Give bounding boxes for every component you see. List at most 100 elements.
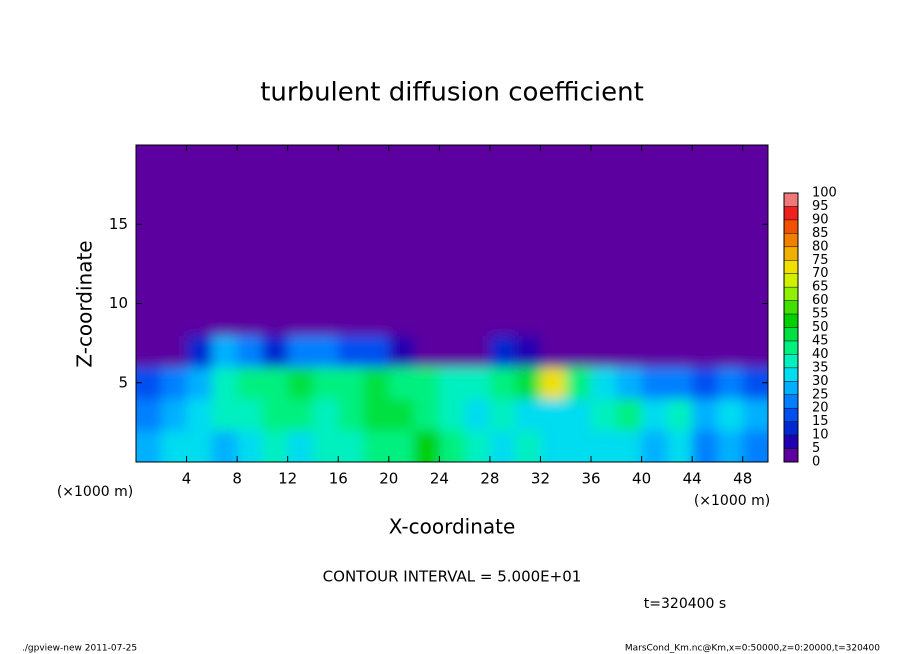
cell (388, 335, 415, 368)
x-tick-label: 36 (581, 470, 600, 488)
cell (262, 240, 289, 273)
cell (186, 271, 213, 304)
cell (565, 240, 592, 273)
cell (237, 176, 263, 209)
cell (591, 366, 617, 400)
colorbar-band (784, 219, 798, 234)
cell (717, 366, 744, 400)
cell (591, 398, 617, 431)
cell (136, 145, 162, 178)
cell (565, 271, 592, 304)
cell (489, 271, 516, 304)
cell (565, 430, 592, 462)
cell (489, 303, 516, 336)
colorbar-label: 15 (812, 414, 829, 429)
cell (540, 208, 567, 241)
cell (692, 240, 718, 273)
contour-note: CONTOUR INTERVAL = 5.000E+01 (323, 568, 582, 586)
cell (312, 430, 339, 462)
cell (312, 240, 339, 273)
colorbar-band (784, 206, 798, 220)
cell (464, 145, 491, 178)
cell (414, 398, 440, 431)
cell (641, 430, 668, 462)
colorbar-label: 95 (812, 199, 829, 214)
cell (363, 366, 390, 400)
colorbar-band (784, 354, 798, 368)
cell (717, 145, 744, 178)
cell (717, 176, 744, 209)
cell (464, 335, 491, 368)
cell (742, 430, 768, 462)
cell (363, 303, 390, 336)
cell (692, 176, 718, 209)
cell (388, 176, 415, 209)
cell (717, 240, 744, 273)
cell (742, 335, 768, 368)
colorbar-label: 40 (812, 347, 829, 362)
cell (439, 208, 466, 241)
cell (388, 430, 415, 462)
x-tick-label: 44 (683, 470, 702, 488)
cell (540, 240, 567, 273)
cell (489, 240, 516, 273)
cell (489, 366, 516, 400)
cell (262, 271, 289, 304)
cell (489, 176, 516, 209)
cell (312, 145, 339, 178)
cell (489, 145, 516, 178)
cell (591, 335, 617, 368)
cell (363, 271, 390, 304)
cell (211, 303, 238, 336)
colorbar-band (784, 435, 798, 449)
cell (414, 430, 440, 462)
y-tick-label: 5 (118, 373, 128, 391)
colorbar-label: 30 (812, 374, 829, 389)
cell (666, 430, 693, 462)
cell (312, 398, 339, 431)
cell (287, 240, 314, 273)
cell (692, 430, 718, 462)
cell (540, 176, 567, 209)
colorbar-label: 25 (812, 387, 829, 402)
cell (287, 303, 314, 336)
cell (161, 176, 188, 209)
cell (540, 271, 567, 304)
cell (414, 335, 440, 368)
cell (363, 208, 390, 241)
cell (439, 366, 466, 400)
cell (666, 335, 693, 368)
cell (616, 303, 643, 336)
cell (287, 366, 314, 400)
cell (666, 303, 693, 336)
colorbar-band (784, 381, 798, 395)
cell (211, 176, 238, 209)
cell (666, 208, 693, 241)
cell (616, 176, 643, 209)
cell (692, 335, 718, 368)
cell (515, 430, 541, 462)
cell (338, 240, 365, 273)
cell (211, 145, 238, 178)
cell (186, 398, 213, 431)
cell (237, 271, 263, 304)
cell (692, 366, 718, 400)
cell (211, 271, 238, 304)
cell (287, 208, 314, 241)
cell (666, 145, 693, 178)
cell (616, 335, 643, 368)
colorbar-label: 60 (812, 293, 829, 308)
cell (186, 366, 213, 400)
cell (338, 271, 365, 304)
cell (287, 398, 314, 431)
cell (186, 176, 213, 209)
colorbar-band (784, 367, 798, 382)
cell (186, 208, 213, 241)
cell (641, 398, 668, 431)
colorbar-label: 45 (812, 333, 829, 348)
cell (312, 271, 339, 304)
colorbar-band (784, 314, 798, 328)
cell (388, 208, 415, 241)
cell (338, 430, 365, 462)
